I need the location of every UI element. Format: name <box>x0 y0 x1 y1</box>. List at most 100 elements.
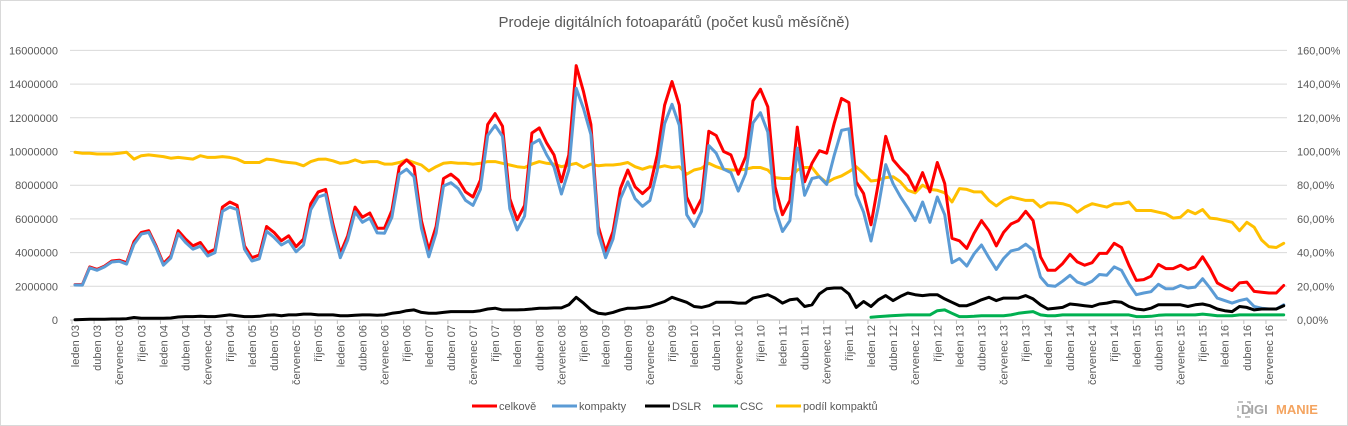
x-tick-label: leden 13 <box>954 325 966 367</box>
x-tick-label: červenec 09 <box>645 325 657 385</box>
x-tick-label: říjen 06 <box>402 325 414 362</box>
logo-text-manie: MANIE <box>1276 402 1318 417</box>
x-tick-label: říjen 08 <box>579 325 591 362</box>
x-tick-label: červenec 16 <box>1264 325 1276 385</box>
x-tick-label: leden 12 <box>866 325 878 367</box>
series-lines <box>73 64 1286 322</box>
x-tick-label: červenec 04 <box>203 325 215 385</box>
legend: celkově kompakty DSLR CSC podíl kompaktů <box>472 401 878 413</box>
x-tick-label: duben 08 <box>534 325 546 371</box>
x-tick-label: leden 16 <box>1220 325 1232 367</box>
x-tick-label: duben 16 <box>1242 325 1254 371</box>
y-left-tick-label: 0 <box>52 315 58 327</box>
y-left-tick-label: 16000000 <box>9 45 58 57</box>
y-left-tick-label: 8000000 <box>15 180 58 192</box>
y-axis-right: 0,00% 20,00% 40,00% 60,00% 80,00% 100,00% 120,… <box>1297 45 1341 327</box>
legend-label: podíl kompaktů <box>803 401 878 413</box>
x-tick-label: duben 12 <box>888 325 900 371</box>
x-tick-label: leden 10 <box>689 325 701 367</box>
series-line-celkově <box>73 64 1286 295</box>
y-left-tick-label: 4000000 <box>15 248 58 260</box>
x-tick-label: leden 05 <box>247 325 259 367</box>
x-tick-label: říjen 03 <box>136 325 148 362</box>
x-tick-label: červenec 13 <box>999 325 1011 385</box>
x-tick-label: duben 07 <box>446 325 458 371</box>
x-tick-label: červenec 11 <box>822 325 834 384</box>
x-tick-label: červenec 08 <box>556 325 568 385</box>
y-left-tick-label: 6000000 <box>15 214 58 226</box>
x-tick-label: leden 07 <box>424 325 436 367</box>
x-tick-label: duben 09 <box>623 325 635 371</box>
y-right-tick-label: 100,00% <box>1297 147 1341 159</box>
x-tick-label: červenec 05 <box>291 325 303 385</box>
x-tick-label: duben 04 <box>181 325 193 371</box>
x-tick-label: leden 03 <box>70 325 82 367</box>
x-tick-label: leden 06 <box>335 325 347 367</box>
x-tick-label: leden 14 <box>1043 325 1055 367</box>
x-tick-label: říjen 09 <box>667 325 679 362</box>
y-left-tick-label: 10000000 <box>9 147 58 159</box>
gridlines <box>70 49 1287 287</box>
x-tick-label: červenec 07 <box>468 325 480 385</box>
y-left-tick-label: 14000000 <box>9 79 58 91</box>
legend-label: celkově <box>499 401 536 413</box>
x-tick-label: duben 10 <box>711 325 723 371</box>
x-tick-label: duben 05 <box>269 325 281 371</box>
x-tick-label: říjen 12 <box>932 325 944 362</box>
y-right-tick-label: 0,00% <box>1297 315 1328 327</box>
x-tick-label: leden 09 <box>601 325 613 367</box>
y-right-tick-label: 160,00% <box>1297 45 1341 57</box>
x-axis: leden 03 duben 03 červenec 03 říjen 03 leden… <box>70 319 1287 385</box>
x-tick-label: říjen 04 <box>225 325 237 362</box>
chart-title: Prodeje digitálních fotoaparátů (počet k… <box>498 14 849 31</box>
x-tick-label: duben 13 <box>977 325 989 371</box>
legend-item: CSC <box>713 401 763 413</box>
legend-item: podíl kompaktů <box>776 401 878 413</box>
x-tick-label: říjen 14 <box>1109 325 1121 362</box>
x-tick-label: červenec 14 <box>1087 325 1099 385</box>
legend-item: DSLR <box>645 401 701 413</box>
y-right-tick-label: 140,00% <box>1297 79 1341 91</box>
y-right-tick-label: 80,00% <box>1297 180 1335 192</box>
x-tick-label: říjen 15 <box>1198 325 1210 362</box>
logo-bracket <box>1237 401 1251 418</box>
x-tick-label: červenec 15 <box>1176 325 1188 385</box>
legend-item: celkově <box>472 401 536 413</box>
x-tick-label: duben 11 <box>800 325 812 370</box>
y-left-tick-label: 2000000 <box>15 281 58 293</box>
x-tick-label: leden 04 <box>158 325 170 367</box>
y-axis-left: 0 2000000 4000000 6000000 8000000 10000000 120… <box>9 45 58 327</box>
x-tick-label: červenec 03 <box>114 325 126 385</box>
y-right-tick-label: 60,00% <box>1297 214 1335 226</box>
x-tick-label: říjen 05 <box>313 325 325 362</box>
legend-label: CSC <box>740 401 763 413</box>
y-right-tick-label: 20,00% <box>1297 281 1335 293</box>
x-tick-label: duben 03 <box>92 325 104 371</box>
x-tick-label: červenec 06 <box>380 325 392 385</box>
x-tick-label: říjen 11 <box>844 325 856 361</box>
digimanie-logo: DIGI MANIE <box>1237 401 1318 418</box>
legend-item: kompakty <box>552 401 627 413</box>
x-tick-label: leden 15 <box>1131 325 1143 367</box>
x-tick-label: leden 08 <box>512 325 524 367</box>
x-tick-label: červenec 10 <box>733 325 745 385</box>
x-tick-label: duben 15 <box>1153 325 1165 371</box>
x-tick-label: duben 06 <box>357 325 369 371</box>
y-right-tick-label: 120,00% <box>1297 113 1341 125</box>
y-right-tick-label: 40,00% <box>1297 248 1335 260</box>
x-tick-label: duben 14 <box>1065 325 1077 371</box>
legend-label: DSLR <box>672 401 701 413</box>
series-line-kompakty <box>73 86 1286 311</box>
x-tick-label: říjen 13 <box>1021 325 1033 362</box>
x-tick-label: červenec 12 <box>910 325 922 385</box>
series-line-DSLR <box>73 286 1286 322</box>
legend-label: kompakty <box>579 401 627 413</box>
y-left-tick-label: 12000000 <box>9 113 58 125</box>
series-line-CSC <box>869 308 1286 319</box>
x-tick-label: leden 11 <box>778 325 790 366</box>
x-tick-label: říjen 10 <box>755 325 767 362</box>
logo-text-digi: DIGI <box>1241 402 1268 417</box>
x-tick-label: říjen 07 <box>490 325 502 362</box>
series-line-podíl-kompaktů <box>73 150 1286 249</box>
